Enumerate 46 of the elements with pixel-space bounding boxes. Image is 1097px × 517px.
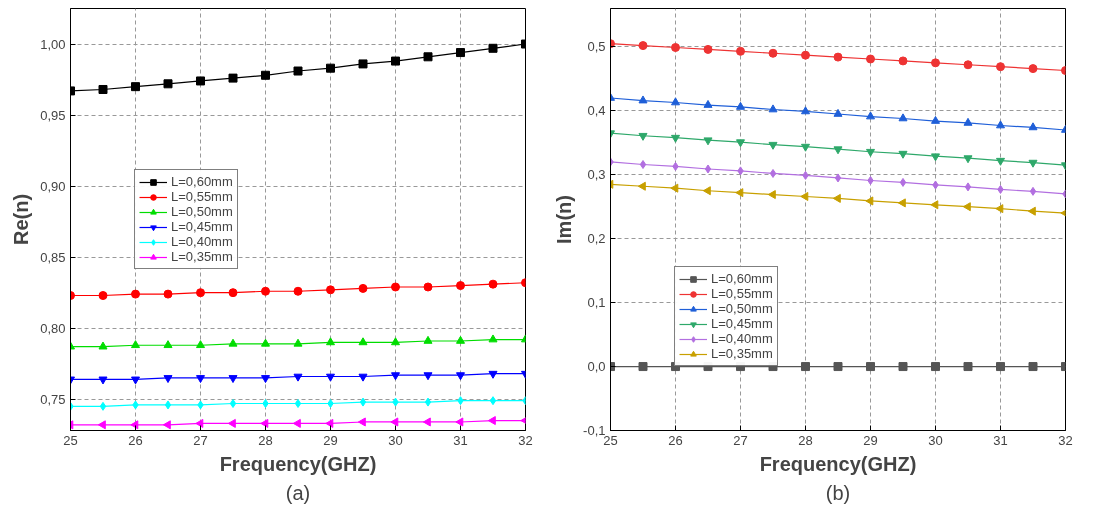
- x-tick-label: 31: [453, 432, 468, 448]
- y-tick-label: 0,3: [587, 167, 606, 183]
- y-tick-label: 0,85: [40, 249, 66, 265]
- y-tick-label: 0,1: [587, 295, 606, 311]
- y-axis-title: Im(n): [553, 195, 576, 244]
- y-tick-label: 0,75: [40, 391, 66, 407]
- x-tick-label: 28: [258, 432, 273, 448]
- x-tick-label: 25: [63, 432, 78, 448]
- y-tick-label: 0,5: [587, 39, 606, 55]
- legend-label: L=0,45mm: [711, 316, 773, 331]
- legend-label: L=0,35mm: [711, 346, 773, 361]
- x-axis-title: Frequency(GHZ): [219, 452, 377, 475]
- y-tick-label: 1,00: [40, 36, 66, 52]
- x-tick-label: 32: [518, 432, 533, 448]
- x-axis-title: Frequency(GHZ): [759, 452, 917, 475]
- x-tick-label: 32: [1058, 432, 1073, 448]
- x-tick-label: 26: [668, 432, 683, 448]
- x-tick-label: 31: [993, 432, 1008, 448]
- x-tick-label: 25: [603, 432, 618, 448]
- x-tick-label: 30: [388, 432, 403, 448]
- x-tick-label: 27: [733, 432, 748, 448]
- legend-label: L=0,50mm: [171, 204, 233, 219]
- legend-label: L=0,50mm: [711, 301, 773, 316]
- x-tick-label: 29: [863, 432, 878, 448]
- legend-label: L=0,60mm: [711, 271, 773, 286]
- legend-label: L=0,55mm: [171, 189, 233, 204]
- x-tick-label: 27: [193, 432, 208, 448]
- y-tick-label: 0,2: [587, 231, 606, 247]
- y-tick-label: 0,95: [40, 107, 66, 123]
- y-axis-title: Re(n): [10, 193, 33, 246]
- legend-label: L=0,40mm: [171, 234, 233, 249]
- y-tick-label: 0,0: [587, 359, 606, 375]
- y-tick-label: 0,90: [40, 178, 66, 194]
- text: (a): [285, 481, 311, 504]
- legend-label: L=0,40mm: [711, 331, 773, 346]
- x-tick-label: 29: [323, 432, 338, 448]
- y-tick-label: 0,4: [587, 103, 606, 119]
- y-tick-label: 0,80: [40, 320, 66, 336]
- legend-label: L=0,35mm: [171, 249, 233, 264]
- legend-label: L=0,60mm: [171, 174, 233, 189]
- x-tick-label: 26: [128, 432, 143, 448]
- x-tick-label: 30: [928, 432, 943, 448]
- x-tick-label: 28: [798, 432, 813, 448]
- text: (b): [825, 481, 851, 504]
- legend-label: L=0,55mm: [711, 286, 773, 301]
- legend-label: L=0,45mm: [171, 219, 233, 234]
